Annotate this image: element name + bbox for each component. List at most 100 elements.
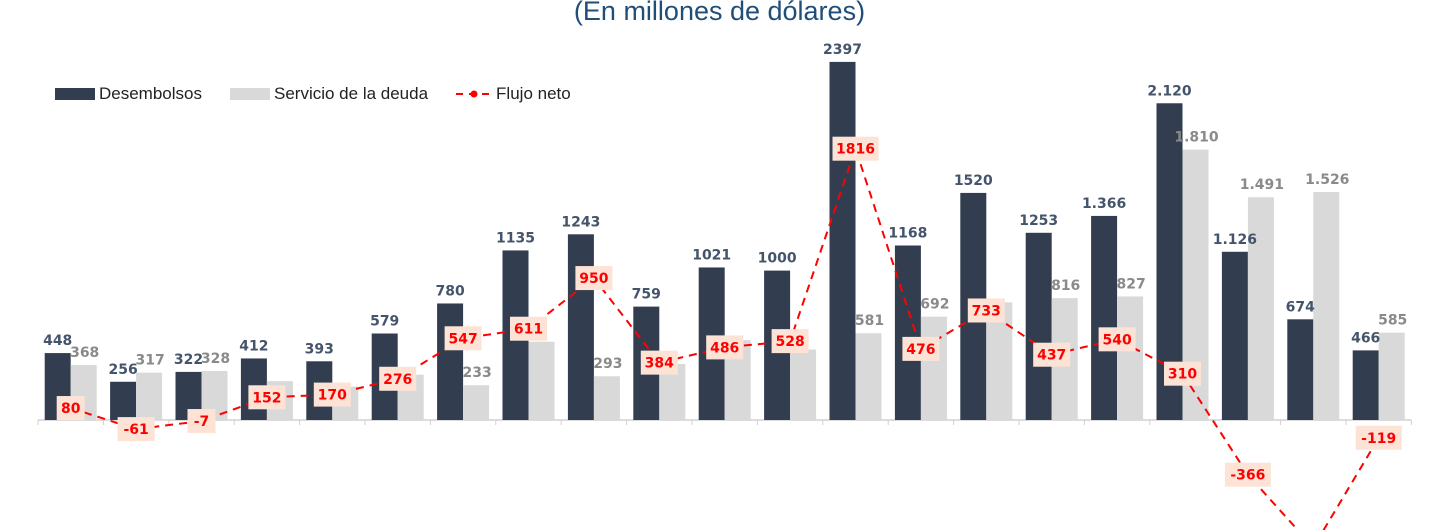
bar-label-servicio: 368 <box>70 345 99 361</box>
label-bg-flujo-neto <box>1098 327 1136 352</box>
bar-desembolsos <box>1221 251 1248 420</box>
legend-label: Servicio de la deuda <box>274 84 429 103</box>
bar-label-servicio: 1.526 <box>1305 172 1349 188</box>
label-flujo-neto: 170 <box>318 388 347 404</box>
bar-label-desembolsos: 466 <box>1351 330 1380 346</box>
legend: Desembolsos Servicio de la deuda Flujo n… <box>55 84 571 104</box>
bar-label-servicio: 1.810 <box>1174 130 1219 146</box>
label-flujo-neto: 437 <box>1037 348 1066 364</box>
label-bg-flujo-neto <box>771 329 809 354</box>
label-bg-flujo-neto <box>444 326 482 351</box>
label-bg-flujo-neto <box>56 396 85 421</box>
bar-desembolsos <box>1352 350 1379 420</box>
bar-servicio <box>593 376 620 420</box>
bar-label-desembolsos: 1243 <box>561 214 600 230</box>
line-flujo-neto <box>70 145 1380 530</box>
bar-servicio <box>1378 332 1405 420</box>
bar-desembolsos <box>894 245 921 420</box>
label-flujo-neto: -7 <box>194 414 210 430</box>
bar-label-servicio: 827 <box>1116 276 1145 292</box>
label-bg-flujo-neto <box>1355 425 1402 450</box>
bar-desembolsos <box>437 303 464 420</box>
bar-label-desembolsos: 1.126 <box>1213 232 1257 248</box>
label-flujo-neto: 486 <box>710 340 739 356</box>
label-flujo-neto: 611 <box>514 322 543 338</box>
bar-label-desembolsos: 322 <box>174 352 203 368</box>
bar-label-servicio: 692 <box>920 297 949 313</box>
label-flujo-neto: 733 <box>972 303 1001 319</box>
legend-swatch <box>230 88 270 100</box>
bar-label-servicio: 585 <box>1378 313 1407 329</box>
bar-desembolsos <box>1025 232 1052 420</box>
label-flujo-neto: 547 <box>448 331 477 347</box>
bar-label-servicio: 293 <box>593 356 622 372</box>
label-bg-flujo-neto <box>117 417 155 442</box>
label-flujo-neto: 528 <box>775 334 804 350</box>
bar-label-desembolsos: 256 <box>108 362 137 378</box>
bar-desembolsos <box>110 381 137 420</box>
bar-label-desembolsos: 1000 <box>758 251 797 267</box>
label-flujo-neto: 152 <box>252 390 281 406</box>
bar-servicio <box>136 372 163 420</box>
bar-label-desembolsos: 780 <box>435 283 464 299</box>
label-bg-flujo-neto <box>1033 342 1071 367</box>
label-bg-flujo-neto <box>379 366 417 391</box>
bar-label-servicio: 1.491 <box>1240 177 1284 193</box>
bar-label-desembolsos: 412 <box>239 338 268 354</box>
label-flujo-neto: 476 <box>906 342 935 358</box>
label-bg-flujo-neto <box>313 382 351 407</box>
legend-item-servicio: Servicio de la deuda <box>230 84 428 104</box>
bar-desembolsos <box>1287 319 1314 420</box>
label-bg-flujo-neto <box>510 316 547 341</box>
legend-line-marker <box>456 90 493 98</box>
bar-label-desembolsos: 1.366 <box>1082 196 1126 212</box>
bar-servicio <box>463 385 490 420</box>
label-flujo-neto: 1816 <box>836 142 875 158</box>
legend-label: Desembolsos <box>99 84 202 103</box>
bar-servicio <box>1247 197 1274 420</box>
bar-label-servicio: 328 <box>201 351 230 367</box>
bar-servicio <box>855 333 882 420</box>
label-bg-flujo-neto <box>902 336 940 361</box>
bar-label-desembolsos: 674 <box>1286 299 1315 315</box>
label-bg-flujo-neto <box>640 350 678 375</box>
label-flujo-neto: -119 <box>1361 431 1396 447</box>
chart-title: (En millones de dólares) <box>573 0 866 26</box>
bar-label-servicio: 233 <box>462 365 491 381</box>
bar-desembolsos <box>1091 215 1118 420</box>
label-flujo-neto: -366 <box>1230 468 1265 484</box>
label-flujo-neto: 276 <box>383 372 412 388</box>
bar-label-desembolsos: 1253 <box>1019 213 1058 229</box>
bar-label-servicio: 581 <box>855 313 884 329</box>
bar-label-desembolsos: 448 <box>43 333 72 349</box>
bar-label-desembolsos: 1520 <box>954 173 993 189</box>
bar-servicio <box>528 341 555 420</box>
bar-servicio <box>1117 296 1144 420</box>
label-bg-flujo-neto <box>187 409 216 434</box>
bar-desembolsos <box>829 61 856 421</box>
label-bg-flujo-neto <box>248 385 286 410</box>
bar-label-servicio: 816 <box>1051 278 1080 294</box>
bar-label-desembolsos: 393 <box>305 341 334 357</box>
bar-label-desembolsos: 759 <box>632 287 661 303</box>
label-flujo-neto: 540 <box>1102 332 1131 348</box>
label-bg-flujo-neto <box>706 335 744 360</box>
legend-label: Flujo neto <box>496 84 571 103</box>
bar-desembolsos <box>567 234 594 420</box>
label-bg-flujo-neto <box>1224 462 1271 487</box>
legend-item-desembolsos: Desembolsos <box>55 84 202 104</box>
label-bg-flujo-neto <box>967 298 1005 323</box>
bar-label-desembolsos: 2397 <box>823 42 862 58</box>
bar-label-desembolsos: 1021 <box>692 247 731 263</box>
legend-swatch <box>55 88 95 100</box>
bar-label-servicio: 317 <box>135 353 164 369</box>
label-flujo-neto: 310 <box>1168 367 1197 383</box>
label-bg-flujo-neto <box>1164 361 1201 386</box>
label-flujo-neto: 950 <box>579 271 608 287</box>
label-flujo-neto: 80 <box>61 401 81 417</box>
bar-servicio <box>1313 192 1340 420</box>
label-flujo-neto: -61 <box>123 422 148 438</box>
bar-servicio <box>790 349 817 420</box>
bar-label-desembolsos: 1135 <box>496 230 535 246</box>
